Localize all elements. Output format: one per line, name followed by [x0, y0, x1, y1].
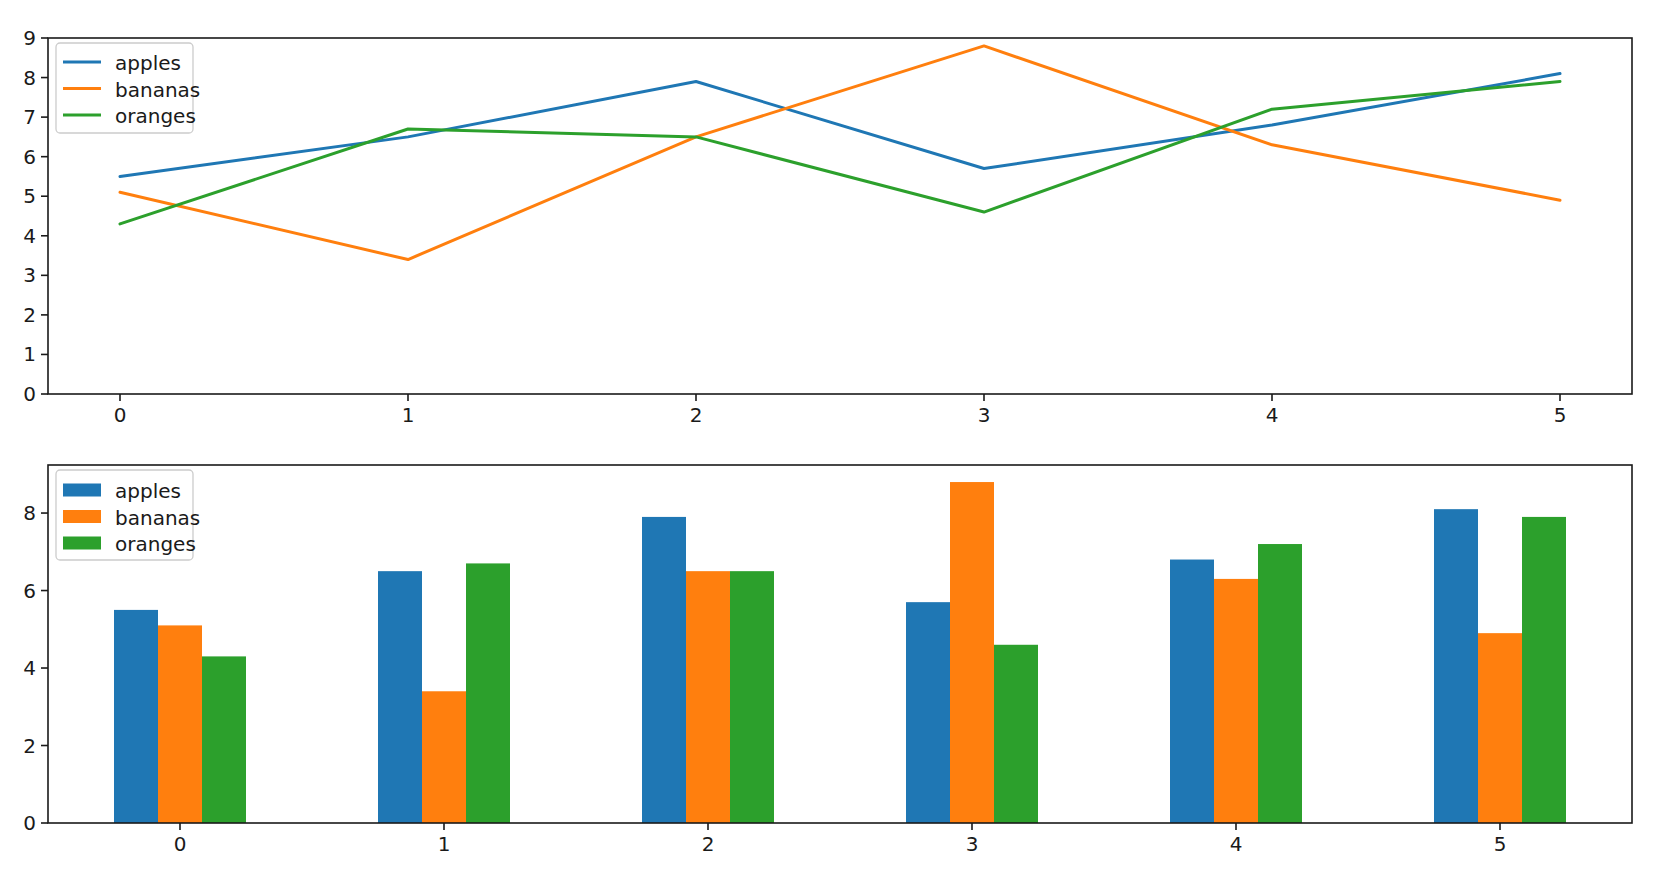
y-tick-label: 9 — [23, 26, 36, 50]
y-tick-label: 4 — [23, 656, 36, 680]
bar — [422, 691, 466, 823]
bar — [642, 517, 686, 823]
y-axis-ticks: 0 1 2 3 4 5 6 7 8 9 — [23, 26, 48, 406]
bar — [730, 571, 774, 823]
bar — [950, 482, 994, 823]
x-tick-label: 5 — [1494, 832, 1507, 856]
bar-chart: 0 1 2 3 4 5 0 2 4 6 8 apples bananasoranges — [23, 465, 1632, 856]
bar — [1478, 633, 1522, 823]
line-series-apples — [120, 74, 1560, 177]
y-tick-label: 4 — [23, 224, 36, 248]
y-tick-label: 8 — [23, 501, 36, 525]
bar — [994, 645, 1038, 823]
series-group — [120, 46, 1560, 260]
legend: apples bananasoranges — [56, 470, 200, 560]
x-tick-label: 5 — [1554, 403, 1567, 427]
legend-swatch — [63, 537, 101, 550]
x-tick-label: 4 — [1266, 403, 1279, 427]
bar — [466, 563, 510, 823]
line-chart: 0 1 2 3 4 5 0 1 2 3 4 5 6 7 8 9 apples bananasoranges — [23, 26, 1632, 427]
x-tick-label: 2 — [702, 832, 715, 856]
y-tick-label: 8 — [23, 66, 36, 90]
bar — [686, 571, 730, 823]
x-tick-label: 3 — [966, 832, 979, 856]
bar — [1258, 544, 1302, 823]
bar — [378, 571, 422, 823]
legend-label: apples — [115, 479, 181, 503]
legend-label: apples — [115, 51, 181, 75]
legend-swatch — [63, 510, 101, 523]
y-tick-label: 2 — [23, 734, 36, 758]
y-tick-label: 0 — [23, 811, 36, 835]
bar — [114, 610, 158, 823]
y-tick-label: 0 — [23, 382, 36, 406]
x-tick-label: 1 — [438, 832, 451, 856]
x-tick-label: 2 — [690, 403, 703, 427]
y-tick-label: 6 — [23, 579, 36, 603]
bar — [1434, 509, 1478, 823]
y-tick-label: 3 — [23, 263, 36, 287]
legend-swatch — [63, 484, 101, 497]
plot-border — [48, 465, 1632, 823]
legend-label: bananas — [115, 78, 200, 102]
x-tick-label: 1 — [402, 403, 415, 427]
x-axis-ticks: 0 1 2 3 4 5 — [174, 823, 1507, 856]
y-tick-label: 2 — [23, 303, 36, 327]
legend: apples bananasoranges — [56, 43, 200, 133]
x-tick-label: 0 — [174, 832, 187, 856]
x-tick-label: 0 — [114, 403, 127, 427]
x-tick-label: 4 — [1230, 832, 1243, 856]
x-tick-label: 3 — [978, 403, 991, 427]
bar — [202, 656, 246, 823]
y-tick-label: 7 — [23, 105, 36, 129]
legend-label: oranges — [115, 532, 196, 556]
y-axis-ticks: 0 2 4 6 8 — [23, 501, 48, 835]
bar — [1170, 560, 1214, 823]
bar — [158, 625, 202, 823]
bar — [1522, 517, 1566, 823]
figure-canvas: 0123450123456789applesbananasoranges0123… — [0, 0, 1670, 876]
y-tick-label: 1 — [23, 342, 36, 366]
bar-series-bananas — [158, 482, 1522, 823]
bar — [906, 602, 950, 823]
legend-label: oranges — [115, 104, 196, 128]
y-tick-label: 6 — [23, 145, 36, 169]
y-tick-label: 5 — [23, 184, 36, 208]
line-series-oranges — [120, 82, 1560, 224]
series-group — [114, 482, 1566, 823]
axes — [48, 465, 1632, 823]
matplotlib-figure: 0123450123456789applesbananasoranges0123… — [0, 0, 1670, 876]
legend-label: bananas — [115, 506, 200, 530]
bar — [1214, 579, 1258, 823]
x-axis-ticks: 0 1 2 3 4 5 — [114, 394, 1567, 427]
